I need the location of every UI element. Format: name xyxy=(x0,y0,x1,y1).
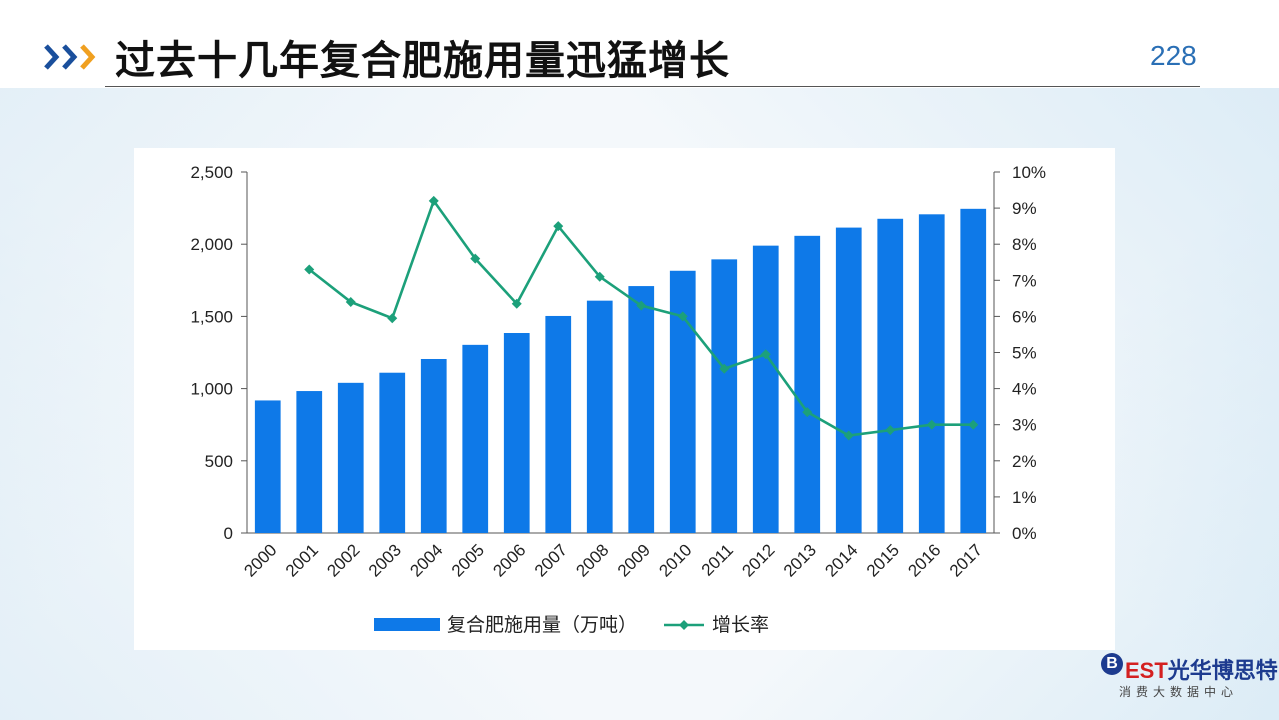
right-tick-label: 5% xyxy=(1012,344,1037,363)
growth-rate-point xyxy=(428,195,439,206)
legend-line-label: 增长率 xyxy=(712,614,769,636)
x-tick-label: 2010 xyxy=(655,540,695,580)
x-tick-label: 2017 xyxy=(946,540,986,580)
left-tick-label: 500 xyxy=(205,452,233,471)
bar-2009 xyxy=(628,286,655,533)
x-tick-label: 2012 xyxy=(738,540,778,580)
x-tick-label: 2003 xyxy=(365,540,405,580)
growth-rate-point xyxy=(470,253,481,264)
growth-rate-point xyxy=(553,221,564,232)
bar-2002 xyxy=(337,382,364,533)
growth-rate-point xyxy=(843,430,854,441)
growth-rate-point xyxy=(802,407,813,418)
growth-rate-point xyxy=(968,419,979,430)
brand-logo: B EST光华博思特 消费大数据中心 xyxy=(1101,653,1278,705)
bar-2016 xyxy=(918,214,945,533)
x-tick-label: 2000 xyxy=(240,540,280,580)
bar-2008 xyxy=(586,300,613,533)
logo-subtitle: 消费大数据中心 xyxy=(1119,685,1239,699)
combo-chart: 0 500 1,000 1,500 2,000 2,500 0% 1% 2% 3% 4% 5% 6% 7%… xyxy=(190,163,1046,636)
bar-2017 xyxy=(960,208,987,533)
right-tick-label: 0% xyxy=(1012,524,1037,543)
logo-est: EST xyxy=(1125,658,1168,683)
x-tick-label: 2006 xyxy=(489,540,529,580)
left-tick-label: 1,000 xyxy=(190,380,233,399)
left-tick-label: 1,500 xyxy=(190,307,233,326)
right-tick-label: 9% xyxy=(1012,199,1037,218)
bar-2013 xyxy=(794,235,821,533)
x-tick-label: 2016 xyxy=(904,540,944,580)
x-tick-label: 2001 xyxy=(282,540,322,580)
page-number: 228 xyxy=(1150,40,1197,71)
legend-line-marker xyxy=(679,620,689,630)
legend-bar-swatch xyxy=(374,618,440,631)
bar-2012 xyxy=(752,245,779,534)
left-tick-label: 0 xyxy=(224,524,233,543)
legend-bar-label: 复合肥施用量（万吨） xyxy=(447,614,637,636)
logo-cn: 光华博思特 xyxy=(1167,658,1278,683)
growth-rate-point xyxy=(885,425,896,436)
x-tick-label: 2013 xyxy=(780,540,820,580)
bar-2015 xyxy=(877,218,904,534)
bar-2010 xyxy=(669,270,696,533)
bar-2004 xyxy=(420,358,447,533)
logo-b-mark: B xyxy=(1101,653,1123,675)
x-tick-label: 2014 xyxy=(821,540,861,580)
growth-rate-point xyxy=(345,296,356,307)
x-tick-label: 2011 xyxy=(698,540,737,579)
x-tick-label: 2004 xyxy=(406,540,446,580)
bar-2001 xyxy=(296,391,323,533)
title-divider xyxy=(105,86,1200,87)
right-tick-label: 6% xyxy=(1012,307,1037,326)
growth-rate-point xyxy=(636,300,647,311)
bar-2005 xyxy=(462,344,489,533)
right-tick-label: 10% xyxy=(1012,163,1046,182)
growth-rate-point xyxy=(760,349,771,360)
logo-wordmark: B EST光华博思特 xyxy=(1101,653,1278,685)
growth-rate-point xyxy=(677,311,688,322)
right-tick-label: 3% xyxy=(1012,416,1037,435)
growth-rate-point xyxy=(304,264,315,275)
x-tick-label: 2007 xyxy=(531,540,571,580)
right-tick-label: 2% xyxy=(1012,452,1037,471)
right-tick-label: 1% xyxy=(1012,488,1037,507)
bar-2014 xyxy=(835,227,862,533)
bar-2000 xyxy=(254,400,281,533)
right-tick-label: 7% xyxy=(1012,271,1037,290)
chevrons-icon xyxy=(44,44,96,70)
growth-rate-point xyxy=(511,298,522,309)
bar-2011 xyxy=(711,259,738,533)
x-tick-label: 2005 xyxy=(448,540,488,580)
growth-rate-point xyxy=(387,313,398,324)
left-tick-label: 2,500 xyxy=(190,163,233,182)
x-tick-label: 2009 xyxy=(614,540,654,580)
growth-rate-point xyxy=(594,271,605,282)
bar-2003 xyxy=(379,372,406,533)
bar-2007 xyxy=(545,315,572,533)
chart-panel: 0 500 1,000 1,500 2,000 2,500 0% 1% 2% 3% 4% 5% 6% 7%… xyxy=(134,148,1115,650)
growth-rate-point xyxy=(926,419,937,430)
right-tick-label: 8% xyxy=(1012,235,1037,254)
right-tick-label: 4% xyxy=(1012,380,1037,399)
x-tick-label: 2015 xyxy=(863,540,903,580)
bar-2006 xyxy=(503,333,530,533)
left-tick-label: 2,000 xyxy=(190,235,233,254)
page-title: 过去十几年复合肥施用量迅猛增长 xyxy=(115,38,730,84)
x-tick-label: 2002 xyxy=(323,540,363,580)
growth-rate-point xyxy=(719,363,730,374)
x-tick-label: 2008 xyxy=(572,540,612,580)
